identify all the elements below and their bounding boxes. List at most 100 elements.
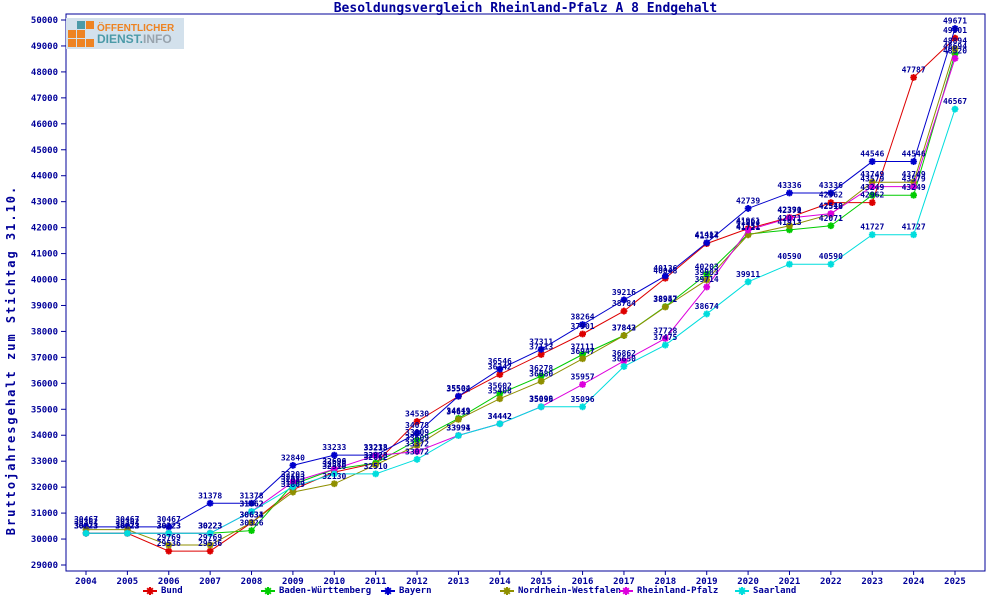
point-value-label: 34442 xyxy=(488,412,512,421)
legend-marker-icon xyxy=(619,587,633,595)
point-value-label: 30223 xyxy=(198,521,222,530)
point-value-label: 43749 xyxy=(860,170,884,179)
series-line-bayern xyxy=(86,28,956,528)
point-value-label: 42518 xyxy=(819,202,843,211)
point-value-label: 38957 xyxy=(653,295,677,304)
data-point-marker xyxy=(248,499,255,507)
data-point-marker xyxy=(951,50,959,58)
point-value-label: 30467 xyxy=(115,515,139,524)
point-value-label: 44546 xyxy=(860,150,884,159)
data-point-marker xyxy=(661,272,669,280)
point-value-label: 32862 xyxy=(364,453,388,462)
data-point-marker xyxy=(827,222,835,230)
y-tick-label: 35000 xyxy=(31,405,58,415)
y-tick-label: 48000 xyxy=(31,68,58,78)
data-point-marker xyxy=(165,541,173,549)
data-point-marker xyxy=(951,25,959,32)
data-point-marker xyxy=(289,461,297,469)
point-value-label: 30467 xyxy=(74,515,98,524)
point-value-label: 30223 xyxy=(74,521,98,530)
y-tick-label: 32000 xyxy=(31,483,58,493)
point-value-label: 31809 xyxy=(281,480,305,489)
point-value-label: 49671 xyxy=(943,17,967,26)
data-point-marker xyxy=(413,448,421,455)
data-point-marker xyxy=(951,55,959,62)
data-point-marker xyxy=(289,488,297,496)
point-value-label: 30631 xyxy=(239,511,263,520)
legend-item-saarland: Saarland xyxy=(735,585,796,597)
x-tick-label: 2025 xyxy=(944,577,966,587)
x-tick-label: 2007 xyxy=(199,577,221,587)
legend-marker-icon xyxy=(261,587,275,595)
data-point-marker xyxy=(413,455,421,463)
point-value-label: 36342 xyxy=(488,362,512,371)
data-point-marker xyxy=(82,529,90,537)
data-point-marker xyxy=(537,351,545,358)
data-point-marker xyxy=(496,420,504,428)
data-point-marker xyxy=(496,365,504,373)
point-value-label: 41727 xyxy=(902,223,926,232)
point-value-label: 34649 xyxy=(446,406,470,415)
point-value-label: 30326 xyxy=(239,519,263,528)
logo-dienst: DIENST. xyxy=(97,31,144,46)
data-point-marker xyxy=(744,231,752,239)
logo-line1: ÖFFENTLICHER xyxy=(97,22,175,34)
point-value-label: 32103 xyxy=(281,472,305,481)
data-point-marker xyxy=(786,214,793,222)
data-point-marker xyxy=(455,392,462,400)
plot-area-border xyxy=(65,13,986,572)
x-tick-label: 2011 xyxy=(365,577,387,587)
point-value-label: 41961 xyxy=(736,217,760,226)
point-value-label: 29769 xyxy=(198,533,222,542)
point-value-label: 31378 xyxy=(198,491,222,500)
data-point-marker xyxy=(703,276,711,284)
y-tick-label: 50000 xyxy=(31,16,58,26)
point-value-label: 33233 xyxy=(322,443,346,452)
y-tick-label: 38000 xyxy=(31,327,58,337)
y-tick-label: 39000 xyxy=(31,301,58,311)
point-value-label: 36862 xyxy=(612,349,636,358)
point-value-label: 41751 xyxy=(736,222,760,231)
point-value-label: 35099 xyxy=(529,395,553,404)
point-value-label: 30223 xyxy=(74,521,98,530)
data-point-marker xyxy=(786,189,793,197)
chart-title: Besoldungsvergleich Rheinland-Pfalz A 8 … xyxy=(333,1,718,16)
point-value-label: 31062 xyxy=(239,499,263,508)
point-value-label: 35096 xyxy=(529,395,553,404)
point-value-label: 34530 xyxy=(405,409,429,418)
y-tick-label: 44000 xyxy=(31,172,58,182)
data-point-marker xyxy=(496,390,504,398)
data-point-marker xyxy=(868,183,876,191)
data-point-marker xyxy=(496,371,504,378)
data-point-marker xyxy=(413,436,421,444)
data-point-marker xyxy=(703,239,711,247)
point-value-label: 48520 xyxy=(943,46,967,55)
point-value-label: 42540 xyxy=(819,202,843,211)
legend-label: Bayern xyxy=(399,586,432,596)
legend-marker-icon xyxy=(735,587,749,595)
data-point-marker xyxy=(910,158,918,165)
data-point-marker xyxy=(951,45,959,53)
data-point-marker xyxy=(868,191,876,199)
point-value-label: 42071 xyxy=(777,214,801,223)
point-value-label: 44546 xyxy=(902,150,926,159)
point-value-label: 33809 xyxy=(405,428,429,437)
data-point-marker xyxy=(330,470,338,478)
data-point-marker xyxy=(165,523,173,531)
point-value-label: 41721 xyxy=(736,223,760,232)
legend-label: Rheinland-Pfalz xyxy=(637,586,719,596)
x-tick-label: 2016 xyxy=(572,577,594,587)
data-point-marker xyxy=(123,526,131,534)
point-value-label: 43336 xyxy=(819,181,843,190)
x-tick-label: 2010 xyxy=(323,577,345,587)
data-point-marker xyxy=(620,332,628,339)
point-value-label: 34613 xyxy=(446,407,470,416)
y-tick-label: 42000 xyxy=(31,224,58,234)
point-value-label: 42371 xyxy=(777,206,801,215)
data-point-marker xyxy=(537,372,545,380)
point-value-label: 38674 xyxy=(695,302,719,311)
data-point-marker xyxy=(413,418,421,425)
data-point-marker xyxy=(413,429,421,437)
legend-item-rheinland-pfalz: Rheinland-Pfalz xyxy=(619,585,718,597)
y-tick-label: 31000 xyxy=(31,509,58,519)
